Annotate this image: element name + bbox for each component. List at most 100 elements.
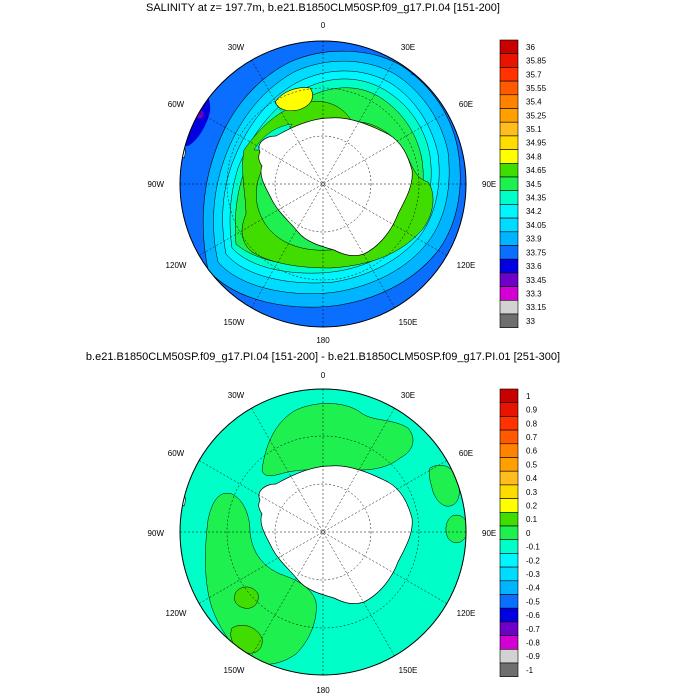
- colorbar-swatch: [499, 594, 519, 609]
- colorbar-tick-label: -0.7: [526, 625, 540, 634]
- colorbar-tick-label: 33.15: [526, 303, 547, 312]
- colorbar-swatch: [499, 416, 519, 431]
- colorbar-tick-label: 35.4: [526, 98, 542, 107]
- colorbar-swatch: [499, 149, 519, 164]
- colorbar-tick-label: 33.3: [526, 290, 542, 299]
- colorbar-tick-label: 33: [526, 317, 535, 326]
- colorbar-swatch: [499, 525, 519, 540]
- antarctica-bottom: [258, 465, 413, 604]
- colorbar-tick-label: 1: [526, 392, 531, 401]
- difference-field: [180, 389, 466, 675]
- colorbar-tick-label: 33.6: [526, 262, 542, 271]
- lon-label-30w: 30W: [228, 391, 245, 400]
- colorbar-swatch: [499, 231, 519, 246]
- colorbar-tick-label: 34.95: [526, 139, 547, 148]
- colorbar-swatch: [499, 190, 519, 205]
- antarctica-top: [258, 117, 413, 256]
- difference-map-panel: b.e21.B1850CLM50SP.f09_g17.PI.04 [151-20…: [86, 351, 560, 695]
- lon-label-60w: 60W: [168, 449, 185, 458]
- lon-label-150w: 150W: [224, 666, 245, 675]
- lon-label-150e: 150E: [399, 318, 418, 327]
- salinity-map-panel: SALINITY at z= 197.7m, b.e21.B1850CLM50S…: [146, 2, 547, 345]
- colorbar-tick-label: 0.4: [526, 474, 538, 483]
- colorbar-swatch: [499, 258, 519, 274]
- colorbar-swatch: [499, 648, 519, 664]
- colorbar-tick-label: 33.75: [526, 248, 547, 257]
- colorbar-swatch: [499, 53, 519, 68]
- colorbar-tick-label: 0: [526, 529, 531, 538]
- colorbar-tick-label: 34.2: [526, 207, 542, 216]
- lon-label-90e: 90E: [482, 180, 496, 189]
- lon-label-60w: 60W: [168, 100, 185, 109]
- colorbar-tick-label: 35.55: [526, 84, 547, 93]
- colorbar-tick-label: 34.65: [526, 166, 547, 175]
- salinity-map-title: SALINITY at z= 197.7m, b.e21.B1850CLM50S…: [146, 2, 500, 14]
- colorbar-swatch: [499, 67, 519, 82]
- colorbar-tick-label: -1: [526, 666, 534, 675]
- salinity-field: [180, 41, 466, 327]
- difference-map-title: b.e21.B1850CLM50SP.f09_g17.PI.04 [151-20…: [86, 351, 560, 363]
- lon-label-90e: 90E: [482, 529, 496, 538]
- colorbar-swatch: [499, 39, 519, 54]
- colorbar-tick-label: -0.1: [526, 543, 540, 552]
- colorbar-tick-label: 0.3: [526, 488, 538, 497]
- colorbar-swatch: [499, 176, 519, 191]
- lon-label-30w: 30W: [228, 43, 245, 52]
- salinity-colorbar: 36 35.85 35.7 35.55 35.4 35.25 35.1 34.95 34.8 34…: [499, 39, 547, 328]
- lon-label-30e: 30E: [401, 43, 415, 52]
- lon-label-0: 0: [321, 371, 326, 380]
- difference-colorbar: 1 0.9 0.8 0.7 0.6 0.5 0.4 0.3 0.2 0.1 0 -0.1 -0.2 -0.…: [499, 388, 540, 677]
- colorbar-tick-label: 0.7: [526, 433, 538, 442]
- colorbar-tick-label: -0.9: [526, 652, 540, 661]
- lon-label-120e: 120E: [457, 261, 476, 270]
- colorbar-tick-label: 0.9: [526, 406, 538, 415]
- colorbar-swatch: [499, 470, 519, 486]
- colorbar-swatch: [499, 498, 519, 513]
- colorbar-swatch: [499, 662, 519, 677]
- lon-label-90w: 90W: [148, 529, 165, 538]
- colorbar-tick-label: 33.9: [526, 235, 542, 244]
- lon-label-30e: 30E: [401, 391, 415, 400]
- colorbar-swatch: [499, 553, 519, 568]
- colorbar-swatch: [499, 402, 519, 417]
- colorbar-tick-label: 0.8: [526, 419, 538, 428]
- difference-lon-labels: 0 30E 60E 90E 120E 150E 180 150W 120W 90…: [148, 371, 497, 695]
- colorbar-swatch: [499, 443, 519, 458]
- lon-label-150e: 150E: [399, 666, 418, 675]
- colorbar-swatch: [499, 388, 519, 403]
- colorbar-swatch: [499, 635, 519, 650]
- colorbar-swatch: [499, 80, 519, 96]
- colorbar-tick-label: 35.25: [526, 111, 547, 120]
- difference-graticule: [180, 389, 466, 675]
- colorbar-swatch: [499, 94, 519, 109]
- colorbar-tick-label: -0.4: [526, 584, 540, 593]
- colorbar-tick-label: 35.1: [526, 125, 542, 134]
- lon-label-180: 180: [316, 686, 330, 695]
- lon-label-120w: 120W: [166, 261, 187, 270]
- lon-label-60e: 60E: [459, 449, 473, 458]
- colorbar-swatch: [499, 511, 519, 527]
- lon-label-180: 180: [316, 336, 330, 345]
- colorbar-tick-label: 34.5: [526, 180, 542, 189]
- colorbar-swatch: [499, 217, 519, 233]
- colorbar-swatch: [499, 272, 519, 287]
- colorbar-swatch: [499, 566, 519, 582]
- colorbar-swatch: [499, 580, 519, 595]
- colorbar-swatch: [499, 539, 519, 554]
- colorbar-swatch: [499, 607, 519, 623]
- colorbar-swatch: [499, 484, 519, 499]
- colorbar-tick-label: 34.35: [526, 194, 547, 203]
- colorbar-swatch: [499, 135, 519, 150]
- colorbar-tick-label: -0.8: [526, 639, 540, 648]
- colorbar-swatch: [499, 108, 519, 123]
- colorbar-swatch: [499, 313, 519, 328]
- colorbar-swatch: [499, 286, 519, 301]
- colorbar-tick-label: 34.8: [526, 152, 542, 161]
- lon-label-0: 0: [321, 21, 326, 30]
- colorbar-tick-label: 0.5: [526, 460, 538, 469]
- colorbar-swatch: [499, 245, 519, 260]
- colorbar-tick-label: -0.5: [526, 597, 540, 606]
- colorbar-tick-label: -0.6: [526, 611, 540, 620]
- colorbar-tick-label: 34.05: [526, 221, 547, 230]
